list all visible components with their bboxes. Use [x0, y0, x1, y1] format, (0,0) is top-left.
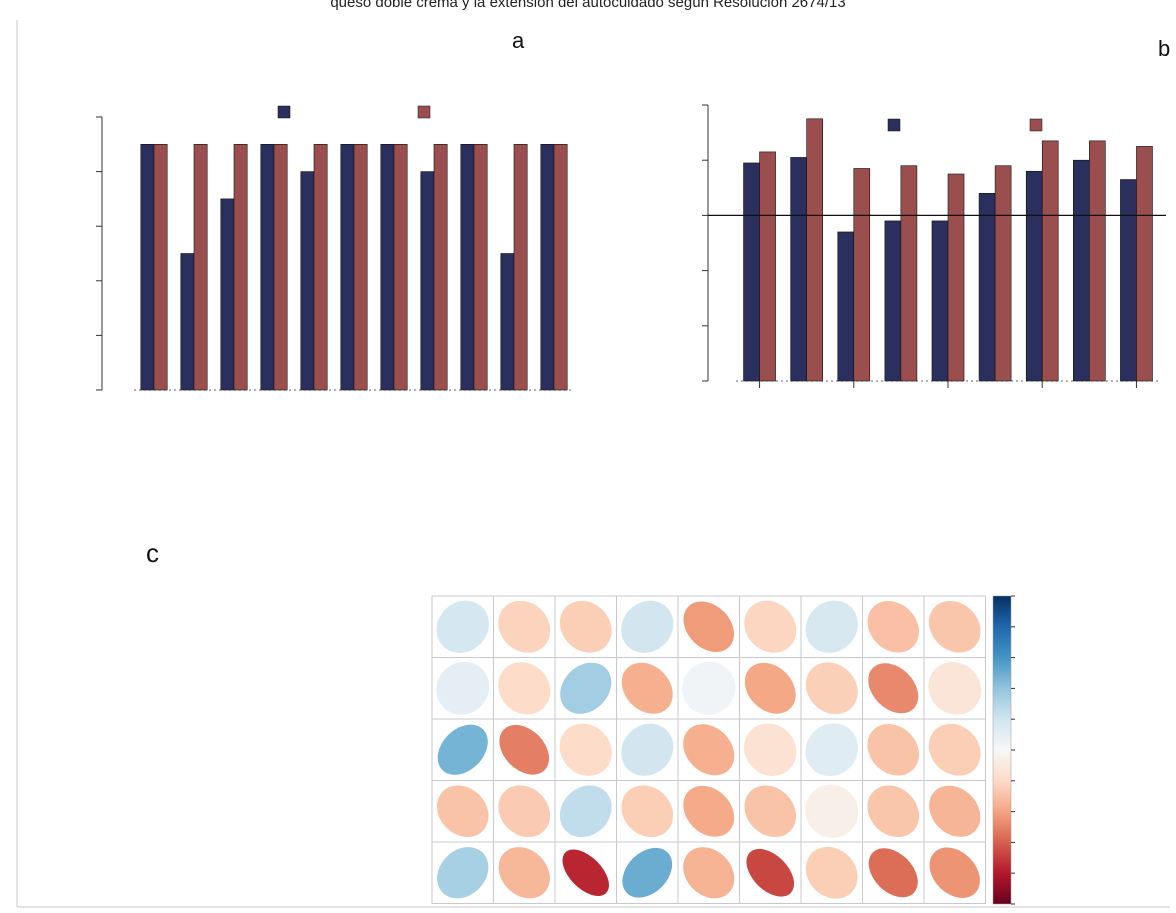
bar-b-s1-5: [931, 220, 949, 382]
bar-b-s1-6: [978, 193, 996, 382]
correlation-ellipse: [498, 847, 550, 899]
correlation-ellipse: [621, 662, 673, 714]
bar-a-s1-2: [180, 253, 195, 391]
bar-b-s2-3: [853, 168, 871, 382]
bar-a-s2-1: [153, 144, 168, 391]
correlation-ellipse: [928, 661, 982, 715]
correlation-ellipse: [499, 724, 550, 775]
bar-a-s1-5: [300, 171, 315, 391]
bar-a-s2-8: [433, 144, 448, 391]
bar-a-s2-2: [193, 144, 208, 391]
correlation-ellipse: [559, 600, 612, 653]
bar-a-s1-6: [340, 144, 355, 391]
bar-a-s1-11: [540, 144, 555, 391]
bar-a-s2-6: [353, 144, 368, 391]
correlation-ellipse: [928, 723, 981, 776]
bar-b-s1-2: [790, 157, 807, 382]
bar-a-s1-1: [140, 144, 155, 391]
bar-b-s1-8: [1073, 159, 1090, 382]
correlation-ellipse: [498, 785, 551, 838]
panel-label-c: c: [146, 538, 159, 568]
correlation-ellipse: [805, 600, 858, 653]
bar-a-s2-9: [473, 144, 488, 391]
legend-swatch-b-s1: [887, 118, 901, 132]
bar-b-s2-7: [1041, 140, 1059, 382]
correlation-ellipse: [805, 784, 859, 838]
correlation-ellipse: [436, 600, 489, 653]
correlation-ellipse: [622, 847, 673, 898]
figure-caption: queso doble crema y la extensión del aut…: [330, 0, 846, 11]
correlation-ellipse: [562, 849, 609, 896]
bar-b-s1-3: [837, 231, 855, 382]
correlation-ellipse: [559, 723, 612, 776]
correlation-ellipse: [498, 600, 551, 653]
correlation-ellipse: [437, 724, 488, 775]
correlation-ellipse: [683, 847, 735, 899]
bar-b-s1-7: [1025, 170, 1043, 382]
correlation-ellipse: [746, 848, 795, 897]
bar-b-s1-9: [1120, 179, 1137, 382]
correlation-ellipse: [621, 785, 674, 838]
correlation-ellipse: [436, 661, 490, 715]
correlation-ellipse: [929, 785, 981, 837]
correlation-ellipse: [683, 601, 735, 653]
bar-b-s2-9: [1136, 146, 1153, 382]
bar-b-s2-4: [900, 165, 918, 382]
correlation-ellipse: [683, 785, 735, 837]
bar-b-s2-6: [994, 165, 1012, 382]
legend-swatch-b-s2: [1029, 118, 1043, 132]
correlation-ellipse: [682, 661, 736, 715]
correlation-ellipse: [498, 662, 551, 715]
correlation-ellipse: [559, 785, 612, 838]
correlation-ellipse: [621, 723, 674, 776]
correlation-ellipse: [744, 723, 797, 776]
correlation-ellipse: [868, 663, 919, 714]
bar-a-s2-10: [513, 144, 528, 391]
correlation-ellipse: [867, 723, 920, 776]
bar-b-s2-1: [759, 151, 776, 382]
correlation-ellipse: [560, 662, 612, 714]
bar-a-s1-3: [220, 198, 235, 391]
correlation-ellipse: [929, 847, 980, 898]
panel-label-b: b: [1158, 36, 1171, 61]
bar-a-s2-4: [273, 144, 288, 391]
bar-a-s1-10: [500, 253, 515, 391]
correlation-ellipse: [805, 662, 858, 715]
correlation-ellipse: [683, 724, 735, 776]
correlation-ellipse: [621, 600, 674, 653]
legend-swatch-a-s1: [277, 105, 291, 119]
correlation-ellipse: [805, 723, 859, 777]
bar-a-s1-9: [460, 144, 475, 391]
bar-b-s1-4: [884, 220, 902, 382]
bar-b-s2-8: [1089, 140, 1106, 382]
correlation-ellipse: [867, 601, 919, 653]
correlation-ellipse: [437, 847, 489, 899]
correlation-ellipse: [868, 848, 918, 898]
correlation-ellipse: [867, 785, 920, 838]
correlation-ellipse: [744, 662, 796, 714]
correlation-ellipse: [805, 846, 858, 899]
bar-a-s2-5: [313, 144, 328, 391]
bar-a-s2-7: [393, 144, 408, 391]
bar-a-s2-11: [553, 144, 568, 391]
panel-label-a: a: [512, 28, 525, 53]
bar-b-s2-2: [806, 118, 823, 382]
correlation-ellipse: [744, 785, 797, 838]
bar-b-s2-5: [947, 173, 965, 382]
colorbar: [992, 595, 1012, 905]
bar-a-s1-7: [380, 144, 395, 391]
correlation-ellipse: [436, 785, 489, 838]
legend-swatch-a-s2: [417, 105, 431, 119]
bar-a-s1-8: [420, 171, 435, 391]
bar-a-s1-4: [260, 144, 275, 391]
bar-a-s2-3: [233, 144, 248, 391]
correlation-ellipse: [744, 600, 797, 653]
correlation-ellipse: [928, 600, 981, 653]
bar-b-s1-1: [743, 162, 760, 382]
